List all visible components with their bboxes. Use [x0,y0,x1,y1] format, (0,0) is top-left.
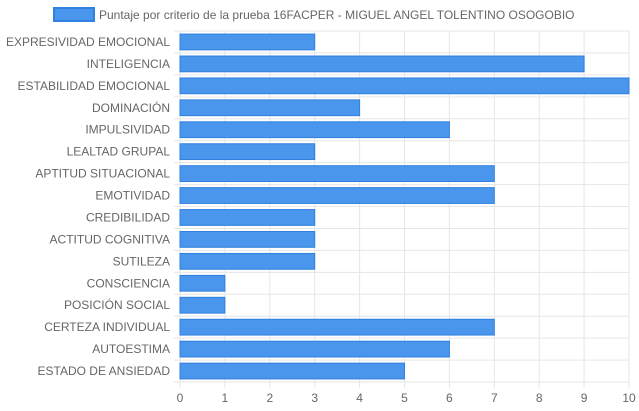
bar[interactable] [179,209,316,226]
category-label: ESTADO DE ANSIEDAD [38,364,171,378]
x-tick-labels: 0 1 2 3 4 5 6 7 8 9 10 [177,391,636,405]
legend-label: Puntaje por criterio de la prueba 16FACP… [99,8,575,22]
x-tick-label: 9 [581,391,588,405]
category-label: IMPULSIVIDAD [85,123,170,137]
x-tick-label: 6 [446,391,453,405]
bar[interactable] [179,274,226,292]
bar[interactable] [179,340,450,358]
bar[interactable] [179,143,316,161]
category-label: CONSCIENCIA [87,276,170,290]
bar[interactable] [179,99,361,117]
bar[interactable] [179,165,495,182]
bar[interactable] [179,252,316,270]
bar[interactable] [179,55,585,73]
chart-legend[interactable]: Puntaje por criterio de la prueba 16FACP… [53,7,575,22]
category-label: LEALTAD GRUPAL [67,145,171,159]
x-tick-label: 4 [356,391,363,405]
bars-group [179,33,630,380]
bar[interactable] [179,362,405,380]
x-tick-label: 0 [177,391,184,405]
category-label: ESTABILIDAD EMOCIONAL [18,79,171,93]
bar[interactable] [179,121,450,139]
x-tick-label: 5 [401,391,408,405]
bar[interactable] [179,77,630,95]
bar[interactable] [179,296,226,314]
x-tick-label: 7 [491,391,498,405]
bar[interactable] [179,318,495,336]
bar[interactable] [179,187,495,204]
bar[interactable] [179,231,316,248]
x-tick-label: 1 [222,391,229,405]
category-labels: EXPRESIVIDAD EMOCIONAL INTELIGENCIA ESTABI… [6,35,170,378]
category-label: APTITUD SITUACIONAL [35,167,170,181]
x-tick-label: 3 [311,391,318,405]
category-label: POSICIÓN SOCIAL [64,297,170,312]
category-label: CERTEZA INDIVIDUAL [44,320,170,334]
category-label: SUTILEZA [113,254,170,268]
x-tick-label: 8 [536,391,543,405]
category-label: INTELIGENCIA [87,57,170,71]
bar[interactable] [179,33,316,51]
legend-swatch [53,7,95,22]
category-label: CREDIBILIDAD [86,210,170,224]
category-label: AUTOESTIMA [92,342,170,356]
category-label: DOMINACIÓN [92,100,170,115]
x-tick-label: 2 [266,391,273,405]
category-label: EXPRESIVIDAD EMOCIONAL [6,35,170,49]
x-tick-label: 10 [622,391,636,405]
category-label: ACTITUD COGNITIVA [50,232,170,246]
category-label: EMOTIVIDAD [95,189,170,203]
